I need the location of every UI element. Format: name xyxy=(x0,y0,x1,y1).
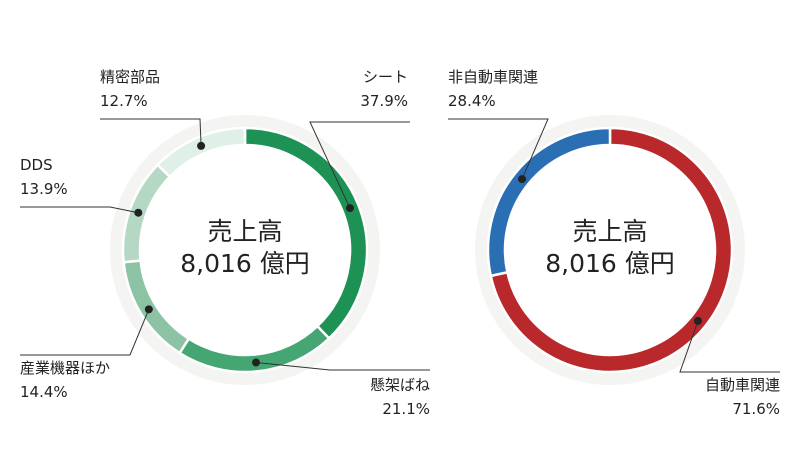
slice-value-automotive: 71.6% xyxy=(732,400,780,418)
slice-value-precision-parts: 12.7% xyxy=(100,92,148,110)
chart-1-leader-dot-3 xyxy=(144,305,153,314)
chart-2-leader-line-1 xyxy=(679,320,780,373)
chart-1-leader-dot-1 xyxy=(345,204,354,213)
chart-1-leader-dot-5 xyxy=(197,141,206,150)
chart-2-center-value: 8,016 億円 xyxy=(545,249,675,278)
slice-value-dds: 13.9% xyxy=(20,180,68,198)
chart-1-leader-line-3 xyxy=(20,309,150,356)
slice-label-industrial-equipment: 産業機器ほか xyxy=(20,359,110,377)
slice-label-precision-parts: 精密部品 xyxy=(100,68,160,86)
chart-2-center-title: 売上高 xyxy=(572,217,647,246)
chart-1-leader-line-4 xyxy=(20,206,139,214)
chart-2-leader-dot-2 xyxy=(518,175,527,184)
chart-1-hole xyxy=(140,145,350,355)
slice-value-non-automotive: 28.4% xyxy=(448,92,496,110)
chart-1-leader-line-1 xyxy=(309,121,410,209)
chart-2-leader-dot-1 xyxy=(693,316,702,325)
slice-label-seat: シート xyxy=(363,68,408,86)
chart-1-leader-line-5 xyxy=(100,118,202,146)
slice-value-seat: 37.9% xyxy=(360,92,408,110)
chart-1-leader-line-2 xyxy=(255,361,430,371)
chart-2: 売上高 8,016 億円 自動車関連 71.6% 非自動車関連 28.4% xyxy=(448,68,780,418)
chart-1: 売上高 8,016 億円 シート 37.9% 懸架ばね 21.1% 産業機器ほか… xyxy=(20,68,430,418)
slice-value-suspension-spring: 21.1% xyxy=(382,400,430,418)
slice-label-dds: DDS xyxy=(20,156,53,174)
slice-label-automotive: 自動車関連 xyxy=(705,376,780,394)
chart-2-hole xyxy=(505,145,715,355)
slice-label-non-automotive: 非自動車関連 xyxy=(448,68,538,86)
slice-value-industrial-equipment: 14.4% xyxy=(20,383,68,401)
chart-2-leader-line-2 xyxy=(448,118,549,180)
chart-1-center-title: 売上高 xyxy=(207,217,282,246)
chart-1-leader-dot-2 xyxy=(251,358,260,367)
slice-label-suspension-spring: 懸架ばね xyxy=(370,376,430,394)
chart-1-leader-dot-4 xyxy=(134,208,143,217)
chart-1-center-value: 8,016 億円 xyxy=(180,249,310,278)
